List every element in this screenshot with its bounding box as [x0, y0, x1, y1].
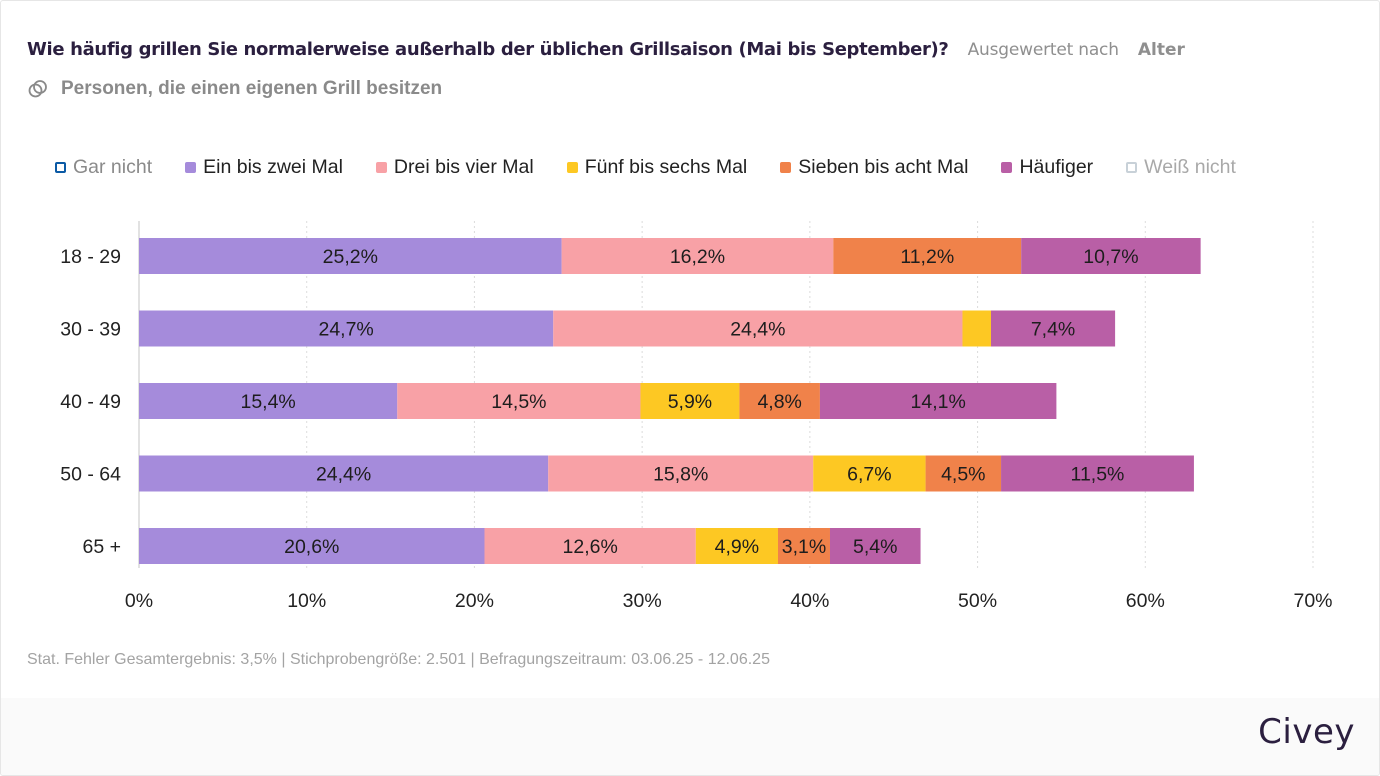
- bar-segment[interactable]: [962, 310, 991, 347]
- legend-swatch-icon: [55, 162, 66, 173]
- data-label: 10,7%: [1083, 246, 1138, 268]
- x-tick-label: 60%: [1126, 590, 1165, 612]
- data-label: 4,5%: [941, 464, 985, 486]
- data-label: 15,8%: [653, 464, 708, 486]
- category-label: 65 +: [83, 536, 122, 558]
- x-tick-label: 30%: [623, 590, 662, 612]
- category-label: 18 - 29: [60, 246, 121, 268]
- data-label: 11,5%: [1071, 464, 1125, 486]
- bar-segment[interactable]: [640, 383, 740, 419]
- data-label: 25,2%: [323, 246, 378, 268]
- legend-label: Häufiger: [1019, 156, 1094, 178]
- bar-segment[interactable]: [1001, 455, 1194, 492]
- legend-item[interactable]: Drei bis vier Mal: [375, 156, 534, 179]
- x-tick-label: 50%: [958, 590, 997, 612]
- legend: Gar nicht Ein bis zwei Mal Drei bis vier M…: [55, 156, 1236, 179]
- data-label: 24,4%: [730, 319, 785, 341]
- data-label: 15,4%: [240, 391, 295, 413]
- legend-item[interactable]: Weiß nicht: [1126, 156, 1236, 179]
- bar-segment[interactable]: [484, 528, 696, 564]
- data-label: 24,7%: [318, 319, 373, 341]
- question-title: Wie häufig grillen Sie normalerweise auß…: [27, 39, 949, 60]
- legend-label: Sieben bis acht Mal: [798, 156, 969, 178]
- data-label: 3,1%: [782, 536, 826, 558]
- legend-item[interactable]: Fünf bis sechs Mal: [566, 156, 748, 179]
- legend-item[interactable]: Sieben bis acht Mal: [780, 156, 968, 179]
- legend-swatch-icon: [566, 162, 578, 173]
- bar-segment[interactable]: [833, 238, 1022, 274]
- bar-segment[interactable]: [553, 310, 963, 347]
- legend-label: Drei bis vier Mal: [393, 156, 534, 178]
- data-label: 4,8%: [757, 391, 801, 413]
- data-label: 5,4%: [853, 536, 897, 558]
- bar-segment[interactable]: [561, 238, 834, 274]
- filter-circles-icon: [28, 80, 47, 98]
- data-label: 5,9%: [668, 391, 712, 413]
- legend-swatch-icon: [1126, 162, 1138, 173]
- data-label: 12,6%: [563, 536, 618, 558]
- evaluated-by-label: Ausgewertet nach: [967, 40, 1119, 60]
- data-label: 4,9%: [715, 536, 759, 558]
- bar-segment[interactable]: [548, 455, 814, 492]
- filter-row: Personen, die einen eigenen Grill besitz…: [27, 78, 442, 100]
- data-label: 24,4%: [316, 464, 371, 486]
- bar-segment[interactable]: [139, 310, 554, 347]
- legend-swatch-icon: [185, 162, 197, 173]
- data-label: 14,1%: [911, 391, 966, 413]
- bar-segment[interactable]: [139, 383, 398, 419]
- legend-label: Ein bis zwei Mal: [203, 156, 343, 178]
- x-tick-label: 70%: [1293, 590, 1332, 612]
- legend-label: Gar nicht: [73, 156, 153, 178]
- category-label: 50 - 64: [60, 464, 121, 486]
- data-label: 16,2%: [670, 246, 725, 268]
- data-label: 11,2%: [900, 246, 954, 268]
- bar-segment[interactable]: [990, 310, 1116, 347]
- evaluated-by-value[interactable]: Alter: [1137, 40, 1185, 60]
- legend-item[interactable]: Ein bis zwei Mal: [185, 156, 343, 179]
- legend-item[interactable]: Häufiger: [1001, 156, 1093, 179]
- bar-segment[interactable]: [813, 455, 926, 492]
- brand-band: Civey: [1, 698, 1379, 775]
- x-tick-label: 10%: [287, 590, 326, 612]
- bar-segment[interactable]: [819, 383, 1057, 419]
- bar-segment[interactable]: [739, 383, 820, 419]
- legend-swatch-icon: [375, 162, 387, 173]
- category-label: 30 - 39: [60, 319, 121, 341]
- bar-segment[interactable]: [925, 455, 1002, 492]
- bar-segment[interactable]: [695, 528, 778, 564]
- category-label: 40 - 49: [60, 391, 121, 413]
- footer-note: Stat. Fehler Gesamtergebnis: 3,5% | Stic…: [27, 651, 770, 668]
- legend-swatch-icon: [780, 162, 792, 173]
- data-label: 20,6%: [284, 536, 339, 558]
- legend-swatch-icon: [1001, 162, 1013, 173]
- x-tick-label: 40%: [790, 590, 829, 612]
- bar-segment[interactable]: [397, 383, 641, 419]
- bar-segment[interactable]: [139, 455, 549, 492]
- x-tick-label: 0%: [125, 590, 153, 612]
- bar-segment[interactable]: [829, 528, 921, 564]
- x-tick-label: 20%: [455, 590, 494, 612]
- filter-label: Personen, die einen eigenen Grill besitz…: [61, 78, 443, 99]
- bar-segment[interactable]: [139, 528, 485, 564]
- bar-segment[interactable]: [139, 238, 562, 274]
- legend-label: Weiß nicht: [1144, 156, 1236, 178]
- bar-segment[interactable]: [777, 528, 830, 564]
- legend-label: Fünf bis sechs Mal: [584, 156, 748, 178]
- data-label: 7,4%: [1031, 319, 1075, 341]
- legend-item[interactable]: Gar nicht: [55, 156, 152, 179]
- stacked-bar-chart: 0% 10% 20% 30% 40% 50% 60% 70% 18 - 29 25,2% 16,2%…: [60, 221, 1333, 612]
- data-label: 14,5%: [491, 391, 546, 413]
- bar-segment[interactable]: [1021, 238, 1201, 274]
- civey-logo: Civey: [1258, 712, 1355, 752]
- data-label: 6,7%: [847, 464, 891, 486]
- header: Wie häufig grillen Sie normalerweise auß…: [27, 39, 1185, 60]
